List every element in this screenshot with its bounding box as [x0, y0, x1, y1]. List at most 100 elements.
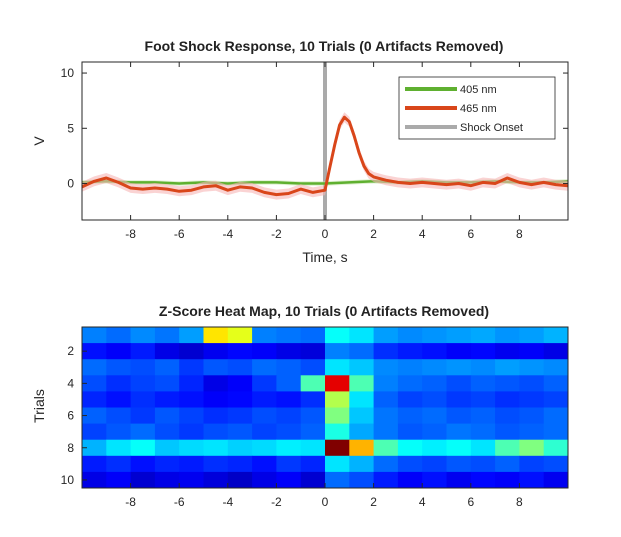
chart1-y-axis-label: V	[31, 136, 47, 146]
heatmap-chart: Z-Score Heat Map, 10 Trials (0 Artifacts…	[31, 303, 569, 509]
heatmap-cell	[495, 455, 520, 473]
heatmap-cell	[349, 343, 375, 360]
heatmap-cell	[179, 407, 204, 425]
heatmap-cell	[422, 407, 447, 425]
heatmap-cell	[227, 327, 253, 344]
heatmap-cell	[470, 439, 496, 457]
heatmap-cell	[325, 327, 350, 344]
heatmap-cell	[252, 375, 277, 392]
heatmap-cell	[252, 439, 277, 457]
heatmap-cell	[519, 455, 545, 473]
y-tick-label: 10	[61, 66, 75, 80]
heatmap-cell	[227, 455, 253, 473]
heatmap-cell	[446, 455, 472, 473]
heatmap-cell	[422, 327, 447, 344]
x-tick-label: 4	[419, 227, 426, 241]
x-tick-label: 4	[419, 495, 426, 509]
heatmap-cell	[422, 439, 447, 457]
heatmap-cell	[422, 391, 447, 408]
heatmap-cell	[179, 375, 204, 392]
legend-label-465: 465 nm	[460, 103, 497, 115]
heatmap-cell	[470, 471, 496, 489]
heatmap-cell	[470, 407, 496, 425]
heatmap-cell	[325, 391, 350, 408]
y-tick-label: 4	[67, 376, 74, 390]
heatmap-cell	[106, 375, 132, 392]
heatmap-cell	[106, 359, 132, 376]
heatmap-cell	[300, 327, 326, 344]
heatmap-cell	[349, 471, 375, 489]
x-tick-label: 6	[467, 495, 474, 509]
heatmap-cell	[422, 359, 447, 376]
heatmap-cell	[179, 391, 204, 408]
heatmap-cell	[543, 407, 569, 425]
heatmap-cell	[373, 375, 399, 392]
heatmap-cell	[276, 471, 302, 489]
heatmap-cell	[397, 391, 423, 408]
heatmap-cell	[300, 423, 326, 441]
heatmap-cell	[82, 391, 107, 408]
heatmap-cell	[154, 327, 180, 344]
x-tick-label: 8	[516, 227, 523, 241]
heatmap-cell	[300, 407, 326, 425]
heatmap-cell	[82, 407, 107, 425]
heatmap-cell	[130, 327, 156, 344]
heatmap-cell	[422, 375, 447, 392]
heatmap-cell	[519, 359, 545, 376]
heatmap-cell	[543, 471, 569, 489]
heatmap-cell	[519, 407, 545, 425]
x-tick-label: -4	[222, 227, 233, 241]
heatmap-cell	[106, 407, 132, 425]
heatmap-cell	[203, 327, 229, 344]
heatmap-cell	[154, 391, 180, 408]
heatmap-cell	[446, 407, 472, 425]
heatmap-cell	[276, 327, 302, 344]
heatmap-cell	[82, 439, 107, 457]
heatmap-cell	[106, 455, 132, 473]
heatmap-cell	[397, 343, 423, 360]
heatmap-cell	[300, 343, 326, 360]
heatmap-cell	[300, 359, 326, 376]
heatmap-cell	[349, 391, 375, 408]
heatmap-cell	[349, 327, 375, 344]
heatmap-cell	[325, 455, 350, 473]
heatmap-cell	[252, 327, 277, 344]
heatmap-cell	[519, 327, 545, 344]
heatmap-cell	[373, 359, 399, 376]
heatmap-cell	[349, 375, 375, 392]
heatmap-cell	[82, 423, 107, 441]
heatmap-cell	[543, 423, 569, 441]
heatmap-cell	[470, 391, 496, 408]
heatmap-cell	[446, 423, 472, 441]
heatmap-cell	[543, 439, 569, 457]
heatmap-cell	[154, 423, 180, 441]
heatmap-cell	[470, 327, 496, 344]
chart1-x-axis-label: Time, s	[302, 249, 347, 265]
heatmap-cell	[179, 471, 204, 489]
heatmap-cell	[325, 407, 350, 425]
heatmap-cell	[130, 471, 156, 489]
heatmap-cell	[349, 407, 375, 425]
heatmap-cell	[227, 391, 253, 408]
heatmap-cell	[519, 343, 545, 360]
legend-label-405: 405 nm	[460, 84, 497, 96]
heatmap-cell	[325, 343, 350, 360]
heatmap-cell	[203, 343, 229, 360]
heatmap-cell	[422, 343, 447, 360]
heatmap-cell	[543, 375, 569, 392]
heatmap-cell	[495, 343, 520, 360]
heatmap-cell	[495, 327, 520, 344]
chart2-title: Z-Score Heat Map, 10 Trials (0 Artifacts…	[159, 303, 489, 319]
heatmap-cell	[203, 375, 229, 392]
chart1-title: Foot Shock Response, 10 Trials (0 Artifa…	[145, 38, 504, 54]
heatmap-cell	[179, 343, 204, 360]
x-tick-label: -6	[174, 495, 185, 509]
heatmap-cell	[543, 327, 569, 344]
heatmap-cell	[519, 423, 545, 441]
heatmap-cell	[252, 407, 277, 425]
heatmap-cell	[276, 455, 302, 473]
heatmap-cell	[446, 471, 472, 489]
heatmap-cell	[543, 391, 569, 408]
heatmap-cell	[300, 375, 326, 392]
y-tick-label: 5	[67, 121, 74, 135]
